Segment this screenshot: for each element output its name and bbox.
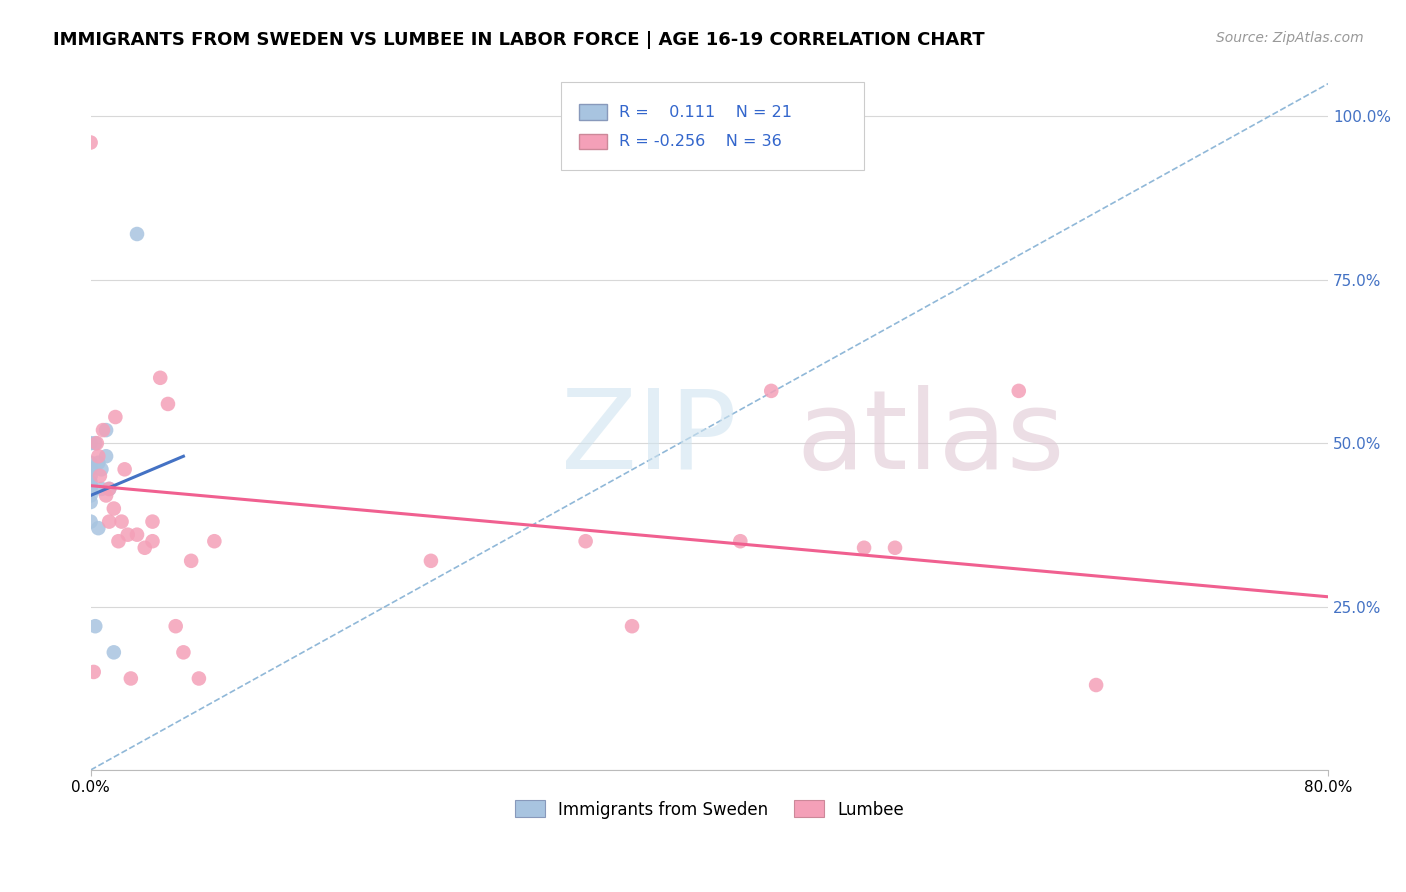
Point (1008, 384, 1031, 398)
Point (172, 645, 194, 659)
Point (202, 534, 225, 549)
Point (117, 527, 139, 541)
Point (156, 397, 179, 411)
Point (103, 645, 125, 659)
Point (79, 136, 101, 150)
Point (110, 515, 132, 529)
Point (575, 534, 598, 549)
Point (79, 488, 101, 502)
Point (853, 541, 876, 555)
Point (107, 534, 129, 549)
Point (79, 436, 101, 450)
Point (79, 482, 101, 496)
Point (884, 541, 907, 555)
Point (180, 554, 202, 568)
Point (114, 462, 136, 476)
Point (79, 478, 101, 492)
Point (1085, 678, 1108, 692)
Point (141, 534, 163, 549)
Text: atlas: atlas (796, 384, 1064, 491)
Point (89, 468, 111, 483)
Point (90, 462, 112, 476)
FancyBboxPatch shape (579, 134, 606, 150)
Point (91, 423, 114, 437)
Point (621, 619, 644, 633)
Point (87, 456, 110, 470)
Point (104, 410, 127, 425)
Point (419, 554, 441, 568)
Point (79, 495, 101, 509)
Point (120, 672, 142, 686)
Point (141, 515, 163, 529)
Text: Source: ZipAtlas.com: Source: ZipAtlas.com (1216, 31, 1364, 45)
Text: ZIP: ZIP (561, 384, 737, 491)
Point (79, 462, 101, 476)
Point (94, 423, 117, 437)
Point (79, 468, 101, 483)
Legend: Immigrants from Sweden, Lumbee: Immigrants from Sweden, Lumbee (509, 794, 910, 825)
Point (98, 482, 121, 496)
Point (134, 541, 156, 555)
Point (87, 521, 110, 535)
FancyBboxPatch shape (579, 104, 606, 120)
Point (84, 436, 107, 450)
Point (79, 515, 101, 529)
FancyBboxPatch shape (561, 82, 865, 170)
Text: R = -0.256    N = 36: R = -0.256 N = 36 (619, 134, 782, 149)
Text: IMMIGRANTS FROM SWEDEN VS LUMBEE IN LABOR FORCE | AGE 16-19 CORRELATION CHART: IMMIGRANTS FROM SWEDEN VS LUMBEE IN LABO… (53, 31, 986, 49)
Point (98, 482, 121, 496)
Point (94, 449, 117, 463)
Point (84, 619, 107, 633)
Point (187, 672, 209, 686)
Point (103, 501, 125, 516)
Point (90, 482, 112, 496)
Text: R =    0.111    N = 21: R = 0.111 N = 21 (619, 104, 792, 120)
Point (125, 227, 148, 241)
Point (79, 475, 101, 490)
Point (125, 527, 148, 541)
Point (83, 665, 105, 679)
Point (86, 436, 108, 450)
Point (730, 534, 752, 549)
Point (79, 456, 101, 470)
Point (94, 488, 117, 502)
Point (149, 371, 172, 385)
Point (87, 449, 110, 463)
Point (761, 384, 783, 398)
Point (165, 619, 187, 633)
Point (98, 515, 121, 529)
